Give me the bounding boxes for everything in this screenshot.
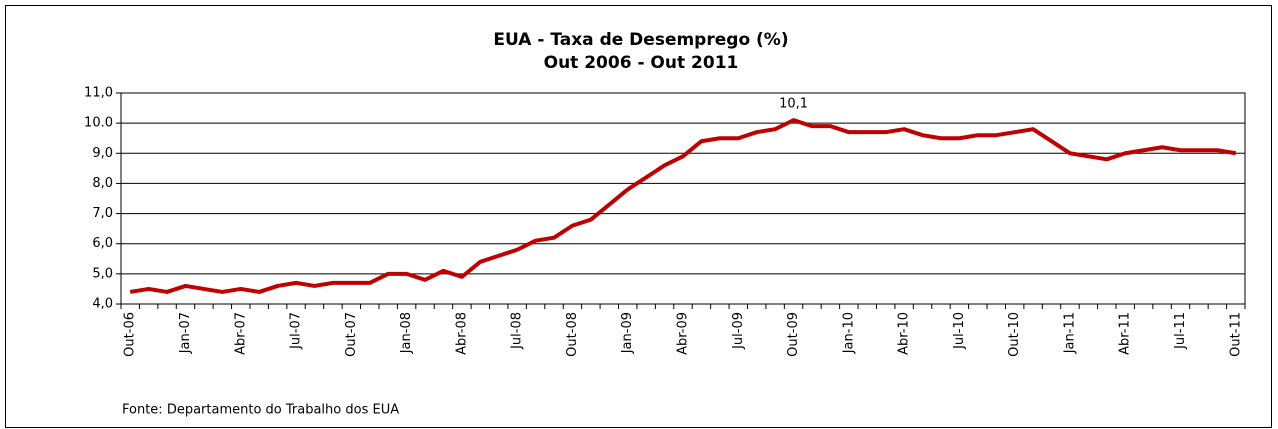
- data-label: 10,1: [779, 97, 808, 112]
- x-tick-label: Out-09: [786, 312, 801, 357]
- y-tick-label: 6,0: [92, 236, 113, 251]
- x-tick-label: Jan-11: [1062, 312, 1077, 354]
- x-tick-label: Out-08: [565, 312, 580, 357]
- x-tick-label: Out-06: [123, 312, 138, 357]
- x-tick-label: Jul-07: [289, 312, 304, 350]
- chart-title: EUA - Taxa de Desemprego (%): [493, 30, 788, 50]
- x-tick-label: Jan-08: [399, 312, 414, 354]
- x-tick-label: Jul-11: [1173, 312, 1188, 350]
- x-tick-label: Abr-07: [233, 312, 248, 355]
- plot-border: [120, 92, 1246, 305]
- x-tick-label: Out-11: [1228, 312, 1243, 357]
- chart-subtitle: Out 2006 - Out 2011: [544, 53, 739, 73]
- x-tick-label: Abr-08: [454, 312, 469, 355]
- x-tick-label: Jan-07: [178, 312, 193, 354]
- x-tick-label: Jul-08: [510, 312, 525, 350]
- y-tick-label: 10.0: [84, 116, 113, 131]
- x-tick-label: Out-10: [1007, 312, 1022, 357]
- y-tick-label: 4,0: [92, 297, 113, 312]
- x-tick-label: Jan-10: [841, 312, 856, 354]
- frame: [5, 5, 1272, 428]
- x-tick-label: Abr-09: [676, 312, 691, 355]
- x-tick-label: Abr-10: [897, 312, 912, 355]
- y-tick-label: 7,0: [92, 206, 113, 221]
- x-tick-label: Jul-09: [731, 312, 746, 350]
- x-tick-label: Jul-10: [952, 312, 967, 350]
- x-tick-label: Jan-09: [620, 312, 635, 354]
- y-tick-label: 9,0: [92, 146, 113, 161]
- y-tick-label: 11,0: [84, 86, 113, 101]
- source-note: Fonte: Departamento do Trabalho dos EUA: [122, 403, 399, 418]
- y-tick-label: 8,0: [92, 176, 113, 191]
- x-tick-label: Out-07: [344, 312, 359, 357]
- x-tick-label: Abr-11: [1118, 312, 1133, 355]
- y-tick-label: 5,0: [92, 266, 113, 281]
- data-line: [129, 118, 1237, 294]
